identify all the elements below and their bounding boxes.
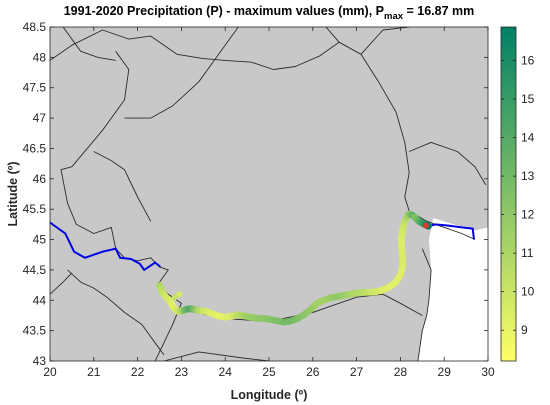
border-line — [124, 27, 239, 119]
y-tick-label: 45 — [33, 233, 47, 247]
y-tick-label: 48.5 — [23, 20, 47, 34]
x-tick-label: 20 — [43, 365, 57, 379]
black-sea — [417, 218, 488, 361]
border-line — [50, 272, 73, 295]
land-background — [50, 27, 488, 361]
x-tick-label: 29 — [438, 365, 452, 379]
border-line — [93, 151, 152, 222]
x-tick-label: 24 — [219, 365, 233, 379]
border-line — [163, 351, 270, 361]
y-tick-label: 43.5 — [23, 324, 47, 338]
border-line — [417, 248, 432, 361]
y-tick-label: 44 — [33, 293, 47, 307]
colorbar-tick-label: 14 — [521, 131, 535, 145]
danube-border-line — [49, 221, 162, 272]
y-tick-label: 48 — [33, 50, 47, 64]
danube-delta-line — [424, 223, 475, 240]
x-tick-label: 22 — [131, 365, 145, 379]
map-plot-area — [49, 26, 489, 362]
x-tick-label: 28 — [394, 365, 408, 379]
colorbar-tick-label: 16 — [521, 54, 535, 68]
x-axis-ticks: 20 21 22 23 24 25 26 27 28 29 30 — [43, 27, 495, 379]
y-axis-ticks: 43 43.5 44 44.5 45 45.5 46 46.5 47 47.5 48 48.5 — [23, 20, 488, 368]
y-tick-label: 44.5 — [23, 263, 47, 277]
x-tick-label: 23 — [175, 365, 189, 379]
border-line — [382, 293, 423, 316]
border-line — [409, 141, 487, 186]
x-tick-label: 21 — [87, 365, 101, 379]
border-line — [60, 51, 130, 171]
colorbar-tick-label: 11 — [521, 246, 534, 260]
figure-title: 1991-2020 Precipitation (P) - maximum va… — [64, 4, 475, 22]
precipitation-markers — [156, 210, 432, 326]
x-axis-label: Longitude (º) — [231, 388, 308, 402]
max-value-marker — [422, 222, 429, 229]
precip-marker — [171, 294, 178, 301]
x-tick-label: 26 — [306, 365, 320, 379]
colorbar-tick-label: 9 — [521, 323, 528, 337]
y-tick-label: 46 — [33, 172, 47, 186]
y-tick-label: 47.5 — [23, 81, 47, 95]
precip-marker — [176, 291, 183, 298]
x-tick-label: 25 — [262, 365, 276, 379]
border-line — [62, 27, 116, 61]
y-axis-label: Latitude (º) — [6, 162, 20, 227]
border-line — [325, 27, 340, 43]
border-line — [408, 210, 476, 240]
border-line — [67, 269, 165, 356]
colorbar-tick-label: 13 — [521, 169, 535, 183]
y-tick-label: 47 — [33, 111, 47, 125]
y-tick-label: 46.5 — [23, 141, 47, 155]
y-tick-label: 45.5 — [23, 202, 47, 216]
colorbar-tick-label: 15 — [521, 92, 535, 106]
colorbar-ticks: 9 10 11 12 13 14 15 16 — [501, 54, 535, 337]
colorbar-tick-label: 12 — [521, 208, 535, 222]
border-line — [50, 29, 410, 212]
x-tick-label: 27 — [350, 365, 364, 379]
colorbar-tick-label: 10 — [521, 285, 535, 299]
y-tick-label: 43 — [33, 354, 47, 368]
x-tick-label: 30 — [481, 365, 495, 379]
colorbar: 9 10 11 12 13 14 15 16 — [500, 26, 535, 362]
colorbar-gradient — [500, 26, 517, 362]
